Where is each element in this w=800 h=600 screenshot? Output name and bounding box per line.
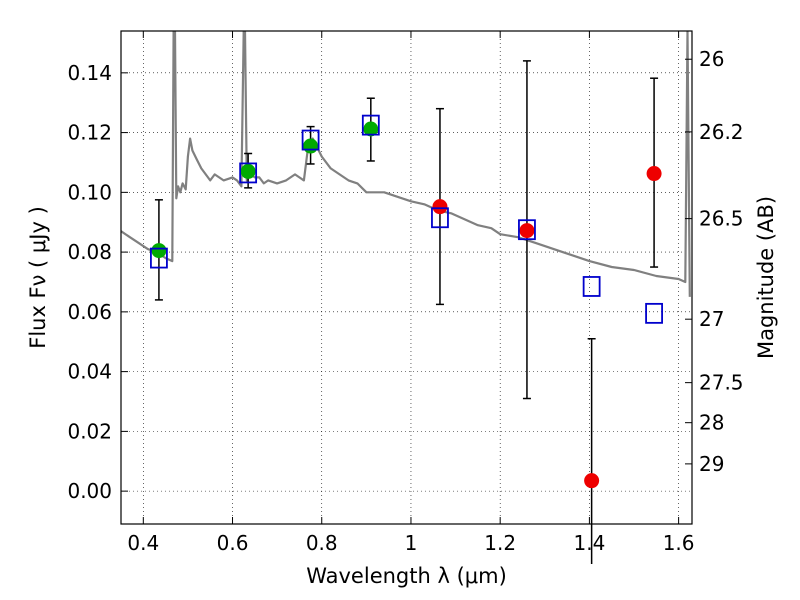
model-box [582, 276, 601, 297]
x-tick-label: 0.6 [217, 531, 249, 555]
right-tick-label: 26.2 [699, 120, 744, 144]
right-tick-label: 26.5 [699, 207, 744, 231]
data-point [646, 166, 662, 182]
x-tick-label: 1.6 [663, 531, 695, 555]
data-point [363, 121, 379, 137]
model-box [239, 162, 258, 184]
data-point [432, 199, 448, 215]
right-tick-label: 27 [699, 307, 724, 331]
x-tick-label: 0.8 [306, 531, 338, 555]
model-box [301, 129, 320, 151]
right-tick-label: 26 [699, 47, 724, 71]
model-box [431, 207, 449, 229]
data-point [151, 243, 167, 259]
data-point [240, 163, 256, 179]
model-box [361, 114, 380, 136]
data-markers [150, 114, 663, 489]
data-point [584, 473, 600, 489]
data-point [303, 138, 319, 154]
y-tick-label: 0.00 [67, 479, 112, 503]
model-box [150, 247, 168, 269]
y-tick-label: 0.04 [67, 360, 112, 384]
plot-frame [120, 30, 693, 525]
axis-ticks: 0.4 0.6 0.8 1 1.2 1.4 1.6 0.00 0.02 0.04 0.06 0.08 0… [67, 31, 744, 555]
x-tick-label: 1.2 [484, 531, 516, 555]
right-tick-label: 29 [699, 452, 724, 476]
y-tick-label: 0.14 [67, 61, 112, 85]
error-bars [154, 60, 659, 564]
x-tick-label: 0.4 [127, 531, 159, 555]
y-tick-label: 0.02 [67, 419, 112, 443]
model-box [518, 219, 536, 241]
y-tick-label: 0.08 [67, 240, 112, 264]
grid-lines [121, 31, 692, 524]
data-point [519, 223, 535, 239]
x-tick-label: 1 [405, 531, 418, 555]
model-spectrum-line [121, 31, 691, 297]
right-tick-label: 27.5 [699, 371, 744, 395]
y-tick-label: 0.10 [67, 180, 112, 204]
y-tick-label: 0.12 [67, 121, 112, 145]
right-axis-label: Magnitude (AB) [754, 196, 778, 359]
y-axis-label: Flux Fν ( μJy ) [26, 206, 50, 349]
x-tick-label: 1.4 [573, 531, 605, 555]
y-tick-label: 0.06 [67, 300, 112, 324]
model-box [645, 302, 663, 324]
model-spectrum [121, 31, 691, 297]
right-tick-label: 28 [699, 411, 724, 435]
x-axis-label: Wavelength λ (μm) [306, 564, 507, 588]
